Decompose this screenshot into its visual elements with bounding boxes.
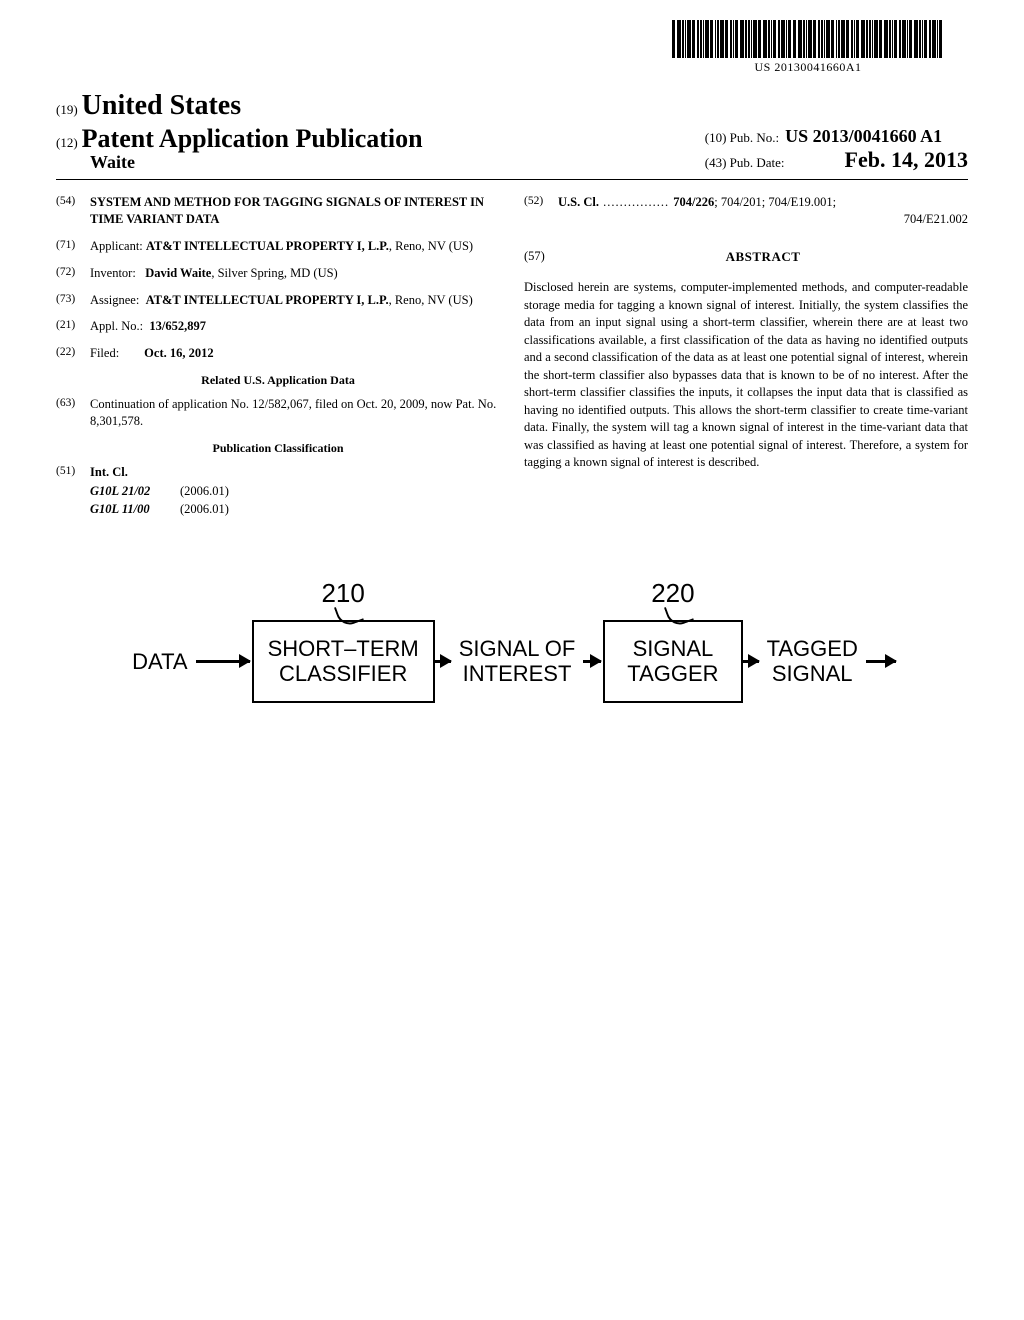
country: United States	[82, 90, 241, 121]
uscl-main: 704/226	[673, 195, 714, 209]
diagram-mid-label: SIGNAL OF INTEREST	[459, 636, 576, 687]
divider	[56, 179, 968, 180]
inventor-num: (72)	[56, 265, 90, 282]
arrow-icon	[433, 660, 451, 663]
ref-210: 210	[321, 578, 364, 627]
inventor-label: Inventor:	[90, 266, 136, 280]
out-line2: SIGNAL	[767, 661, 858, 686]
barcode-text: US 20130041660A1	[672, 60, 944, 75]
abstract-head: ABSTRACT	[558, 248, 968, 266]
arrow-icon	[583, 660, 601, 663]
intcl-1-year: (2006.01)	[180, 483, 500, 500]
applicant-name: AT&T INTELLECTUAL PROPERTY I, L.P.	[146, 239, 389, 253]
cont-text: Continuation of application No. 12/582,0…	[90, 396, 500, 430]
related-head: Related U.S. Application Data	[56, 372, 500, 388]
intcl-2-year: (2006.01)	[180, 501, 500, 518]
barcode	[672, 20, 944, 58]
flow-diagram: DATA 210 SHORT–TERM CLASSIFIER SIGNAL OF…	[0, 620, 1024, 703]
barcode-region: US 20130041660A1	[672, 20, 944, 75]
uscl-rest2: 704/E21.002	[558, 211, 968, 228]
field-inventor: (72) Inventor: David Waite, Silver Sprin…	[56, 265, 500, 282]
uscl-label: U.S. Cl.	[558, 195, 599, 209]
pubdate-prefix: (43)	[705, 155, 727, 171]
box1-line2: CLASSIFIER	[268, 661, 419, 686]
box-tagger-wrap: 220 SIGNAL TAGGER	[603, 620, 742, 703]
uscl-dots: ................	[599, 195, 673, 209]
diagram-input-label: DATA	[132, 649, 187, 674]
mid-line2: INTEREST	[459, 661, 576, 686]
inventor-loc: , Silver Spring, MD (US)	[211, 266, 337, 280]
arrow-icon	[196, 660, 250, 663]
author: Waite	[90, 152, 423, 173]
box-classifier: SHORT–TERM CLASSIFIER	[252, 620, 435, 703]
box2-line1: SIGNAL	[627, 636, 718, 661]
applno: 13/652,897	[149, 319, 206, 333]
applicant-loc: , Reno, NV (US)	[389, 239, 473, 253]
pub-info: (10) Pub. No.: US 2013/0041660 A1 (43) P…	[705, 126, 968, 173]
mid-line1: SIGNAL OF	[459, 636, 576, 661]
applicant-label: Applicant:	[90, 239, 143, 253]
left-column: (54) SYSTEM AND METHOD FOR TAGGING SIGNA…	[56, 194, 500, 518]
pubclass-head: Publication Classification	[56, 440, 500, 456]
assignee-name: AT&T INTELLECTUAL PROPERTY I, L.P.	[146, 293, 389, 307]
header: (19) United States (12) Patent Applicati…	[56, 90, 968, 180]
abstract-num: (57)	[524, 248, 558, 280]
intcl-1-code: G10L 21/02	[90, 483, 180, 500]
arrow-icon	[741, 660, 759, 663]
assignee-num: (73)	[56, 292, 90, 309]
pub-title: Patent Application Publication	[82, 124, 423, 153]
applno-label: Appl. No.:	[90, 319, 143, 333]
title-text: SYSTEM AND METHOD FOR TAGGING SIGNALS OF…	[90, 194, 500, 228]
uscl-num: (52)	[524, 194, 558, 228]
field-continuation: (63) Continuation of application No. 12/…	[56, 396, 500, 430]
uscl-rest1: ; 704/201; 704/E19.001;	[714, 195, 836, 209]
intcl-label: Int. Cl.	[90, 464, 500, 481]
arrow-icon	[866, 660, 896, 663]
abstract-body: Disclosed herein are systems, computer-i…	[524, 279, 968, 472]
box2-line2: TAGGER	[627, 661, 718, 686]
title-num: (54)	[56, 194, 90, 228]
out-line1: TAGGED	[767, 636, 858, 661]
pubdate: Feb. 14, 2013	[845, 147, 968, 173]
applno-num: (21)	[56, 318, 90, 335]
intcl-num: (51)	[56, 464, 90, 481]
pubno-label: Pub. No.:	[730, 130, 779, 146]
country-prefix: (19)	[56, 102, 78, 117]
box-classifier-wrap: 210 SHORT–TERM CLASSIFIER	[252, 620, 435, 703]
pubdate-label: Pub. Date:	[730, 155, 785, 171]
assignee-loc: , Reno, NV (US)	[389, 293, 473, 307]
right-column: (52) U.S. Cl. ................ 704/226; …	[524, 194, 968, 518]
field-applicant: (71) Applicant: AT&T INTELLECTUAL PROPER…	[56, 238, 500, 255]
box-tagger: SIGNAL TAGGER	[603, 620, 742, 703]
assignee-label: Assignee:	[90, 293, 139, 307]
pub-prefix: (12)	[56, 135, 78, 150]
cont-num: (63)	[56, 396, 90, 430]
intcl-grid: G10L 21/02 (2006.01) G10L 11/00 (2006.01…	[90, 483, 500, 518]
field-applno: (21) Appl. No.: 13/652,897	[56, 318, 500, 335]
box1-line1: SHORT–TERM	[268, 636, 419, 661]
field-filed: (22) Filed: Oct. 16, 2012	[56, 345, 500, 362]
inventor-name: David Waite	[145, 266, 211, 280]
filed-label: Filed:	[90, 346, 119, 360]
pubno: US 2013/0041660 A1	[785, 126, 942, 147]
diagram-output-label: TAGGED SIGNAL	[767, 636, 858, 687]
intcl-2-code: G10L 11/00	[90, 501, 180, 518]
field-assignee: (73) Assignee: AT&T INTELLECTUAL PROPERT…	[56, 292, 500, 309]
applicant-num: (71)	[56, 238, 90, 255]
filed: Oct. 16, 2012	[144, 346, 213, 360]
pubno-prefix: (10)	[705, 130, 727, 146]
filed-num: (22)	[56, 345, 90, 362]
field-uscl: (52) U.S. Cl. ................ 704/226; …	[524, 194, 968, 228]
field-intcl: (51) Int. Cl.	[56, 464, 500, 481]
ref-220: 220	[651, 578, 694, 627]
field-title: (54) SYSTEM AND METHOD FOR TAGGING SIGNA…	[56, 194, 500, 228]
columns: (54) SYSTEM AND METHOD FOR TAGGING SIGNA…	[56, 194, 968, 518]
